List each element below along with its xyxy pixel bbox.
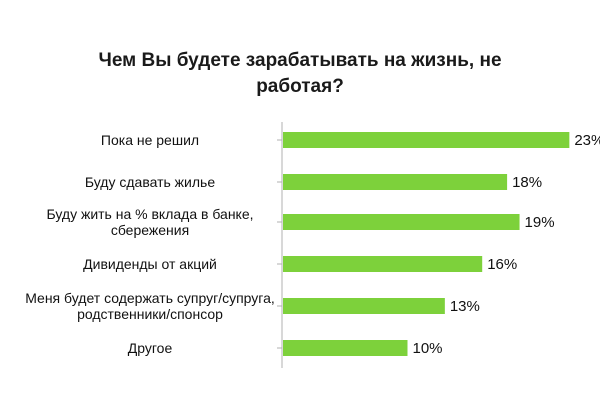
chart-title-line-2: работая? [256, 76, 344, 97]
category-label: Буду жить на % вклада в банке, сбережения [46, 206, 253, 238]
bar [283, 340, 408, 356]
value-label: 16% [487, 256, 517, 273]
category-label: Буду сдавать жилье [85, 174, 215, 190]
bar [283, 214, 520, 230]
category-label: Дивиденды от акций [83, 256, 217, 272]
value-label: 18% [512, 174, 542, 191]
bar [283, 256, 483, 272]
chart-title: Чем Вы будете зарабатывать на жизнь, не … [30, 48, 570, 100]
category-label: Пока не решил [101, 132, 199, 148]
category-label: Другое [128, 340, 173, 356]
value-label: 13% [450, 298, 480, 315]
chart-title-line-1: Чем Вы будете зарабатывать на жизнь, не [98, 50, 502, 71]
value-label: 19% [525, 214, 555, 231]
value-label: 23% [574, 132, 600, 149]
bar [283, 132, 570, 148]
bar [283, 174, 508, 190]
bar [283, 298, 445, 314]
category-label: Меня будет содержать супруг/супруга, родс… [25, 290, 275, 322]
value-label: 10% [413, 340, 443, 357]
